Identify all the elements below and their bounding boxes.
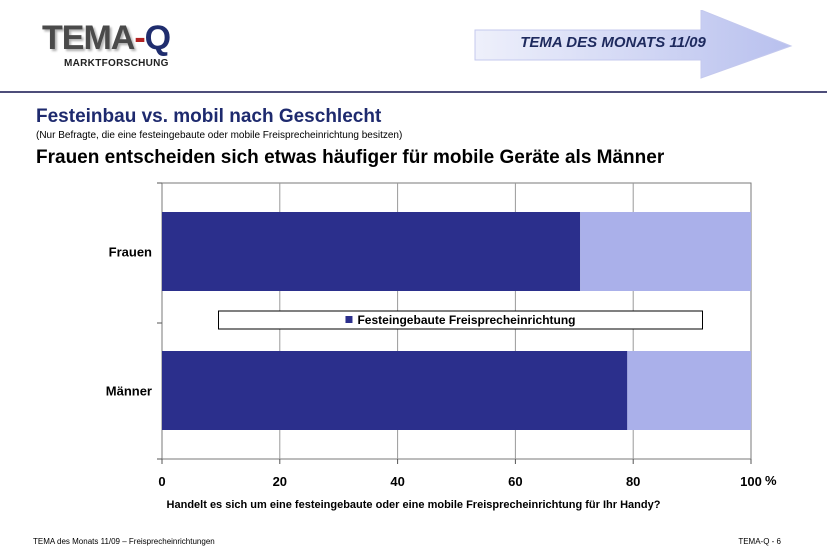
banner-arrow-icon bbox=[474, 10, 793, 79]
bar-männer-series-1 bbox=[627, 351, 751, 430]
legend-box bbox=[218, 310, 703, 330]
logo: TEMA-Q MARKTFORSCHUNG bbox=[42, 19, 171, 69]
plot-area bbox=[161, 182, 752, 460]
legend-label: Festeingebaute Freisprecheinrichtung bbox=[357, 313, 575, 327]
footer-right: TEMA-Q - 6 bbox=[738, 537, 781, 546]
survey-question: Handelt es sich um eine festeingebaute o… bbox=[166, 499, 661, 511]
x-unit-label: % bbox=[765, 473, 777, 488]
x-tick-label: 20 bbox=[273, 474, 287, 489]
category-label: Männer bbox=[106, 384, 152, 399]
logo-subtitle: MARKTFORSCHUNG bbox=[64, 58, 169, 69]
logo-wordmark: TEMA-Q bbox=[42, 19, 171, 57]
page-title: Festeinbau vs. mobil nach Geschlecht bbox=[36, 106, 382, 127]
banner-title: TEMA DES MONATS 11/09 bbox=[520, 34, 706, 51]
x-tick-label: 100 bbox=[740, 474, 762, 489]
footer-left: TEMA des Monats 11/09 – Freisprecheinric… bbox=[33, 537, 215, 546]
logo-text-dash: - bbox=[134, 19, 145, 57]
month-banner: TEMA DES MONATS 11/09 bbox=[473, 10, 793, 80]
category-label: Frauen bbox=[109, 245, 152, 260]
page-subtitle: (Nur Befragte, die eine festeingebaute o… bbox=[36, 130, 403, 141]
x-tick-label: 80 bbox=[626, 474, 640, 489]
bar-frauen-series-0 bbox=[162, 212, 581, 291]
x-tick-label: 0 bbox=[158, 474, 165, 489]
header-divider bbox=[0, 91, 827, 93]
legend-swatch bbox=[345, 316, 353, 323]
bar-männer-series-0 bbox=[162, 351, 628, 430]
bar-frauen-series-1 bbox=[580, 212, 751, 291]
page-headline: Frauen entscheiden sich etwas häufiger f… bbox=[36, 147, 665, 168]
logo-text-q: Q bbox=[144, 19, 171, 57]
x-tick-label: 40 bbox=[390, 474, 404, 489]
x-tick-label: 60 bbox=[508, 474, 522, 489]
logo-text-tema: TEMA bbox=[42, 19, 135, 57]
